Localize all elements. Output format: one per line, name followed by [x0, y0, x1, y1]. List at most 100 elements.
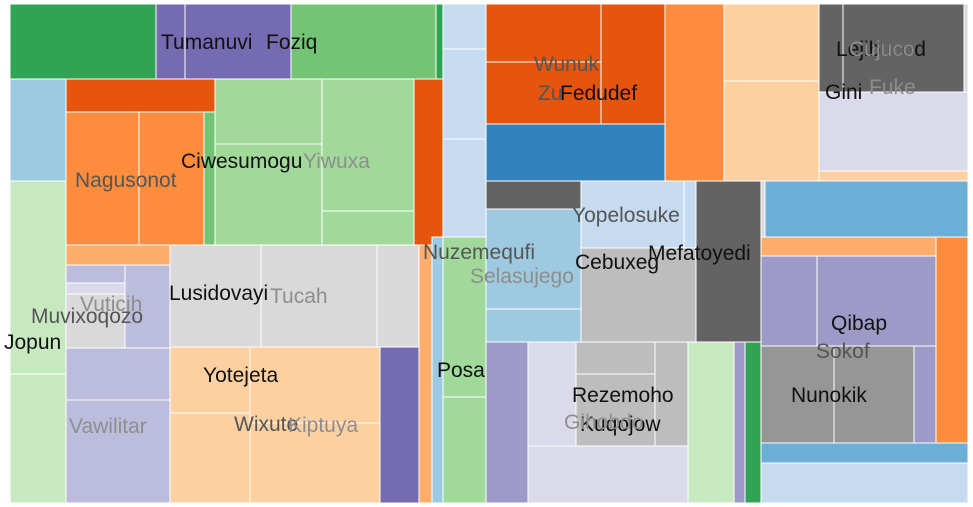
treemap-cell	[575, 373, 656, 447]
treemap-label: Ciwesumogu	[181, 150, 302, 173]
treemap-cell	[203, 111, 216, 246]
treemap-label: Yiwuxa	[303, 150, 370, 173]
treemap-label: Lusidovayi	[169, 282, 268, 305]
treemap-label: Muvixoqozo	[31, 305, 143, 328]
treemap-cell	[413, 78, 444, 246]
treemap-label: Rezemoho	[572, 384, 674, 407]
treemap-cell	[260, 244, 378, 348]
treemap-label: Nuzemequfi	[423, 241, 535, 264]
treemap-cell	[376, 244, 420, 348]
treemap-cell	[9, 3, 157, 80]
treemap-cell	[913, 345, 937, 444]
treemap-cell	[442, 48, 487, 140]
treemap-label: Selasujego	[470, 265, 574, 288]
treemap-label: Fuke	[869, 76, 916, 99]
treemap-cell	[723, 80, 820, 182]
treemap-cell	[155, 3, 186, 80]
treemap-cell	[442, 236, 487, 398]
treemap-label: Qibap	[831, 312, 887, 335]
treemap-cell	[764, 180, 969, 238]
treemap-cell	[214, 78, 323, 145]
treemap-cell	[435, 3, 444, 80]
treemap-cell	[124, 264, 171, 349]
treemap-cell	[695, 180, 762, 343]
treemap-cell	[733, 341, 746, 504]
treemap-cell	[65, 244, 171, 266]
treemap-cell	[138, 111, 205, 246]
treemap-cell	[842, 3, 965, 93]
treemap-cell	[485, 180, 582, 210]
treemap-cell	[687, 341, 735, 504]
treemap-cell	[65, 111, 140, 246]
treemap-cell	[169, 244, 262, 348]
treemap-label: Cebuxeg	[575, 251, 659, 274]
treemap-label: Nunokik	[791, 384, 867, 407]
treemap-cell	[760, 442, 969, 464]
treemap-cell	[580, 180, 685, 249]
treemap-cell	[9, 373, 67, 504]
treemap-cell	[418, 244, 433, 504]
treemap-cell	[580, 247, 697, 343]
treemap-cell	[723, 3, 820, 82]
treemap-cell	[214, 143, 323, 246]
treemap-label: Kiptuya	[288, 414, 358, 437]
treemap-cell	[664, 3, 725, 182]
treemap-cell	[527, 445, 689, 504]
treemap-cells	[9, 3, 969, 504]
treemap-cell	[290, 3, 437, 80]
treemap-label: Gihobdo	[564, 411, 643, 434]
treemap-cell	[818, 3, 844, 93]
treemap-cell	[760, 236, 937, 257]
treemap-label: Jopun	[4, 331, 61, 354]
treemap-label: Zu	[538, 82, 563, 105]
treemap-label: Mefatoyedi	[648, 242, 751, 265]
treemap-cell	[485, 123, 666, 182]
treemap-label: Vuticih	[80, 293, 142, 316]
treemap-cell	[485, 341, 529, 504]
treemap-label: Foziq	[266, 31, 317, 54]
treemap-cell	[485, 61, 602, 125]
treemap-label: Yopelosuke	[572, 204, 680, 227]
treemap-cell	[65, 293, 126, 349]
treemap-cell	[379, 346, 420, 504]
treemap-cell	[760, 462, 969, 504]
treemap-label: Wunuk	[534, 53, 599, 76]
treemap-cell	[935, 236, 969, 444]
treemap-label: Nagusonot	[75, 169, 177, 192]
treemap-label: Sokof	[816, 340, 870, 363]
treemap-cell	[760, 255, 818, 347]
treemap-cell	[249, 346, 381, 424]
treemap-cell	[65, 347, 171, 401]
treemap-label: Lejibucod	[836, 38, 926, 61]
treemap-label: Vawilitar	[69, 415, 147, 438]
treemap-label: Fedudef	[560, 82, 637, 105]
treemap-cell	[321, 78, 415, 212]
treemap-cell	[575, 341, 656, 375]
treemap-cell	[65, 399, 171, 504]
treemap-label: Cujuco	[849, 38, 914, 61]
treemap-cell	[760, 180, 766, 238]
treemap-cell	[9, 180, 67, 375]
treemap-label: Yotejeta	[203, 364, 278, 387]
treemap-label: Posa	[437, 359, 485, 382]
treemap-cell	[527, 341, 577, 447]
treemap-cell	[744, 341, 762, 504]
treemap-cell	[485, 208, 582, 310]
treemap-cell	[442, 138, 487, 238]
treemap-cell	[818, 170, 969, 182]
treemap-label: Tumanuvi	[161, 31, 252, 54]
treemap-cell	[600, 3, 666, 125]
treemap-cell	[65, 264, 126, 284]
treemap-label: Wixuto	[234, 413, 298, 436]
treemap-cell	[65, 78, 216, 113]
treemap-cell	[249, 422, 381, 504]
treemap-cell	[9, 78, 67, 182]
treemap-cell	[818, 91, 969, 172]
treemap-cell	[485, 308, 582, 343]
treemap-cell	[184, 3, 292, 80]
treemap-cell	[963, 3, 969, 93]
treemap-cell	[442, 396, 487, 504]
treemap-label: Gini	[825, 81, 862, 104]
